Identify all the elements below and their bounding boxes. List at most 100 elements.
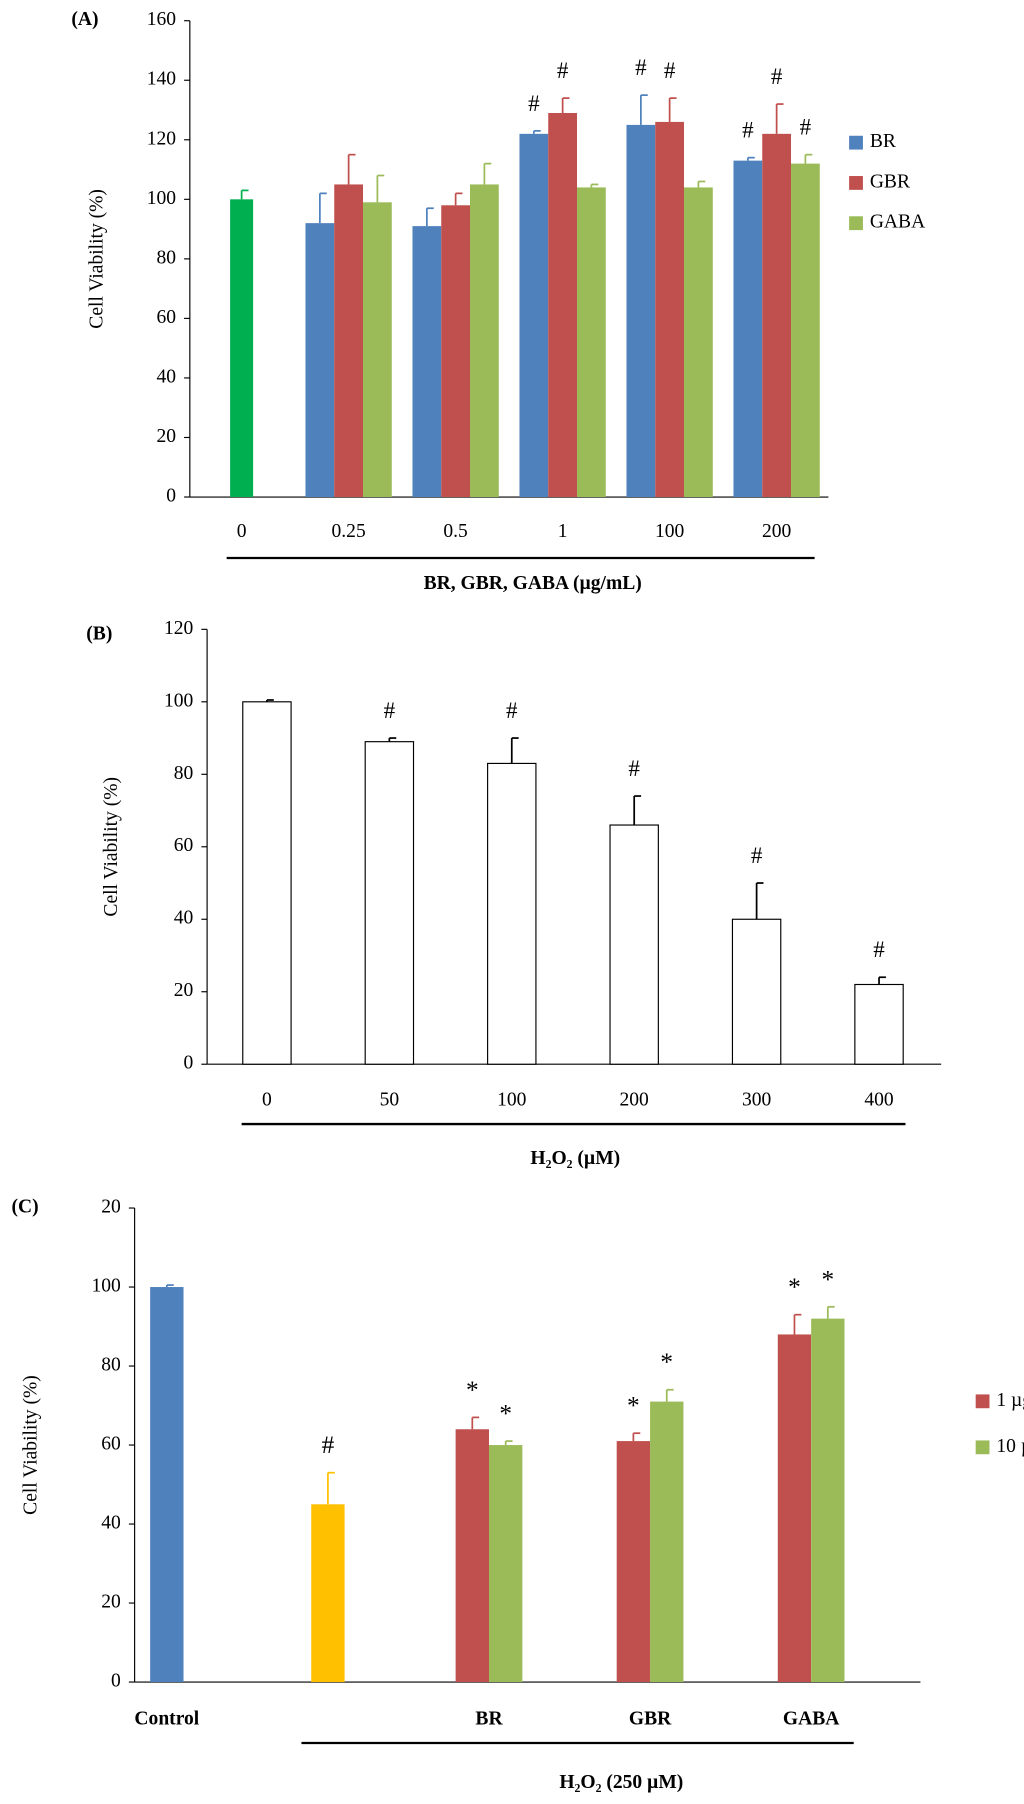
legend-swatch [975, 1440, 990, 1455]
bar [470, 184, 499, 498]
bar [519, 133, 549, 498]
legend-label: BR [870, 131, 897, 152]
bar [150, 1287, 184, 1683]
panel-label: (C) [12, 1197, 39, 1218]
legend-label: GABA [870, 212, 925, 233]
bar [684, 187, 713, 498]
legend-label: 10 µg/ml [996, 1436, 1024, 1457]
y-tick-label: 100 [147, 188, 177, 209]
x-tick-label: GABA [783, 1708, 839, 1729]
significance-mark: * [788, 1273, 801, 1301]
y-tick-label: 120 [164, 618, 194, 639]
bar [455, 1429, 489, 1683]
x-tick-label: 100 [655, 521, 685, 542]
y-tick-label: 160 [147, 9, 177, 30]
bar [441, 205, 471, 498]
y-tick-label: 80 [174, 763, 194, 784]
y-tick-label: 80 [101, 1355, 121, 1376]
bar [364, 741, 415, 1065]
bar [609, 824, 659, 1065]
x-tick-label: 0 [262, 1090, 272, 1111]
x-tick-label: 0 [237, 521, 247, 542]
y-tick-label: 0 [111, 1671, 121, 1692]
bar [230, 199, 254, 498]
y-tick-label: 20 [101, 1197, 121, 1218]
significance-mark: # [873, 936, 885, 962]
bar [791, 163, 820, 498]
y-axis-label: Cell Viability (%) [21, 1375, 42, 1515]
significance-mark: * [627, 1392, 640, 1420]
x-tick-label: 100 [497, 1090, 527, 1111]
significance-mark: # [528, 90, 540, 116]
x-tick-label: BR [475, 1708, 503, 1729]
y-tick-label: 80 [156, 247, 176, 268]
bar [616, 1441, 651, 1683]
bar [488, 1445, 523, 1683]
bar [811, 1318, 845, 1683]
x-tick-label: 200 [762, 521, 792, 542]
bar [242, 701, 292, 1065]
bar [733, 160, 763, 498]
bar [731, 918, 782, 1065]
bar [305, 223, 335, 498]
bar [577, 187, 606, 498]
y-tick-label: 120 [147, 128, 177, 149]
y-tick-label: 0 [184, 1053, 194, 1074]
y-tick-label: 60 [174, 835, 194, 856]
bar [311, 1504, 345, 1683]
legend-swatch [849, 135, 863, 150]
bar [548, 112, 578, 498]
y-tick-label: 20 [174, 980, 194, 1001]
significance-mark: # [742, 117, 754, 143]
y-tick-label: 0 [166, 486, 176, 507]
y-tick-label: 100 [164, 690, 194, 711]
y-axis-label: Cell Viability (%) [86, 189, 107, 329]
x-tick-label: 0.25 [332, 521, 366, 542]
y-tick-label: 40 [101, 1513, 121, 1534]
bar [655, 121, 685, 498]
significance-mark: * [660, 1348, 673, 1376]
y-tick-label: 100 [91, 1276, 121, 1297]
bar [762, 133, 792, 498]
significance-mark: # [322, 1431, 335, 1459]
significance-mark: # [557, 57, 569, 83]
significance-mark: # [751, 842, 763, 868]
x-tick-label: 50 [380, 1090, 400, 1111]
y-axis-label: Cell Viability (%) [101, 777, 122, 917]
legend-label: 1 µg/ml [996, 1390, 1024, 1411]
bar [626, 124, 656, 498]
significance-mark: * [466, 1376, 479, 1404]
x-axis-label: BR, GBR, GABA (µg/mL) [424, 573, 642, 594]
x-tick-label: Control [134, 1708, 199, 1729]
y-tick-label: 40 [156, 366, 176, 387]
bar [487, 762, 537, 1065]
significance-mark: * [499, 1400, 512, 1428]
panel-label: (A) [71, 9, 98, 30]
bar [363, 202, 392, 498]
legend-swatch [975, 1394, 990, 1409]
y-tick-label: 40 [174, 908, 194, 929]
y-tick-label: 60 [156, 307, 176, 328]
significance-mark: # [384, 697, 396, 723]
x-tick-label: 400 [864, 1090, 894, 1111]
bar [854, 983, 904, 1065]
panel-label: (B) [86, 624, 112, 645]
y-tick-label: 60 [101, 1434, 121, 1455]
significance-mark: # [664, 57, 676, 83]
x-tick-label: 200 [620, 1090, 650, 1111]
x-tick-label: 300 [742, 1090, 772, 1111]
significance-mark: # [800, 114, 812, 140]
legend-label: GBR [870, 171, 911, 192]
y-tick-label: 20 [156, 426, 176, 447]
bar [650, 1401, 684, 1683]
x-axis-label: H₂O₂ (250 µM) [559, 1772, 683, 1793]
bar [777, 1334, 812, 1683]
y-tick-label: 20 [101, 1592, 121, 1613]
significance-mark: # [506, 697, 518, 723]
bar [412, 226, 442, 498]
significance-mark: # [771, 63, 783, 89]
significance-mark: # [628, 755, 640, 781]
x-tick-label: GBR [629, 1708, 672, 1729]
x-tick-label: 0.5 [443, 521, 468, 542]
